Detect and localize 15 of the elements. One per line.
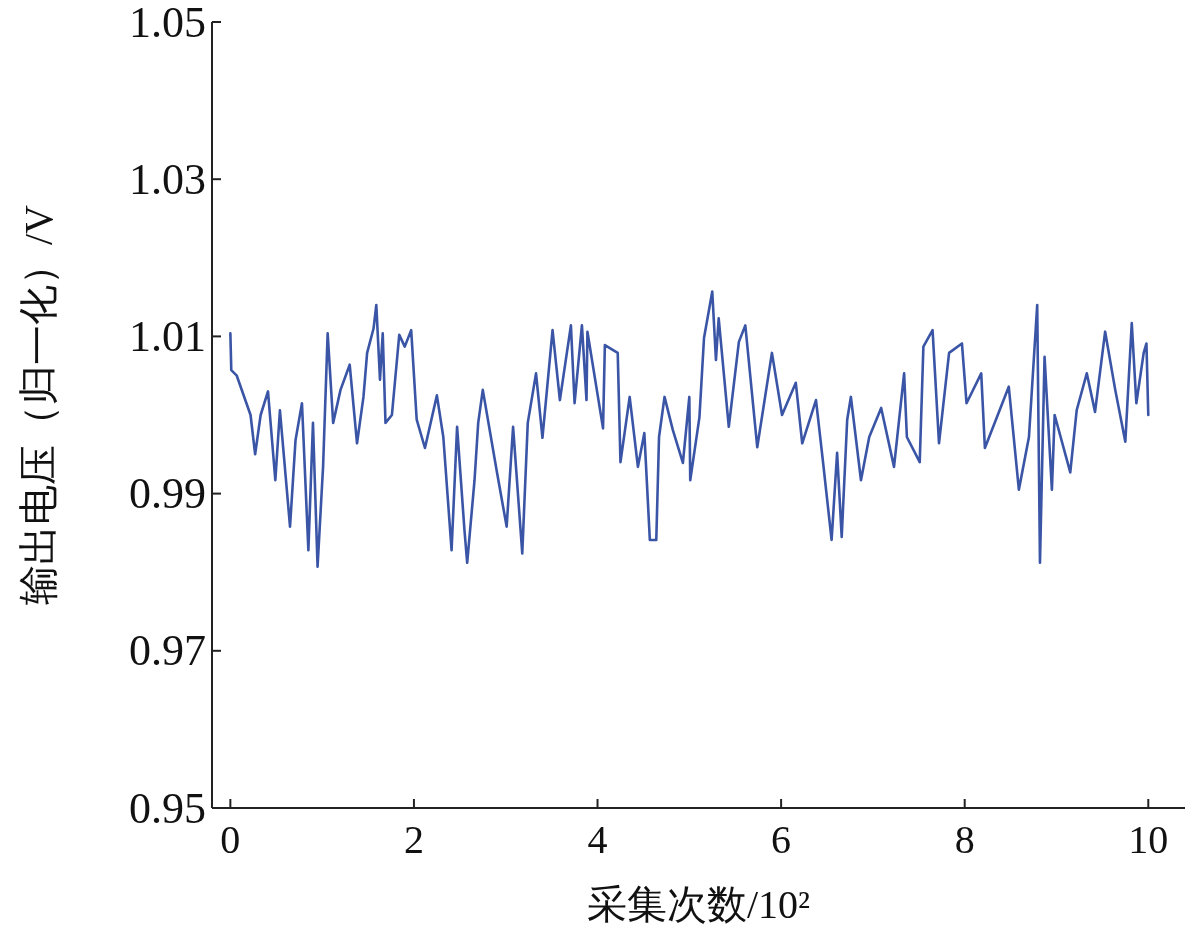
x-tick-label: 8 <box>954 817 975 862</box>
y-tick-label: 0.99 <box>129 469 206 519</box>
y-tick-label: 1.01 <box>129 311 206 361</box>
y-tick-label: 0.97 <box>129 626 206 676</box>
x-axis-title: 采集次数/10² <box>586 882 811 927</box>
line-series <box>229 290 1150 568</box>
x-tick-label: 10 <box>1128 817 1169 862</box>
x-tick-label: 2 <box>403 817 424 862</box>
y-tick-label: 1.05 <box>129 0 206 47</box>
x-tick-label: 4 <box>587 817 608 862</box>
y-tick-label: 0.95 <box>129 783 206 833</box>
y-tick-label: 1.03 <box>129 154 206 204</box>
x-tick-label: 0 <box>220 817 241 862</box>
x-tick-label: 6 <box>771 817 792 862</box>
y-axis-title: 输出电压（归一化）/V <box>16 204 61 605</box>
